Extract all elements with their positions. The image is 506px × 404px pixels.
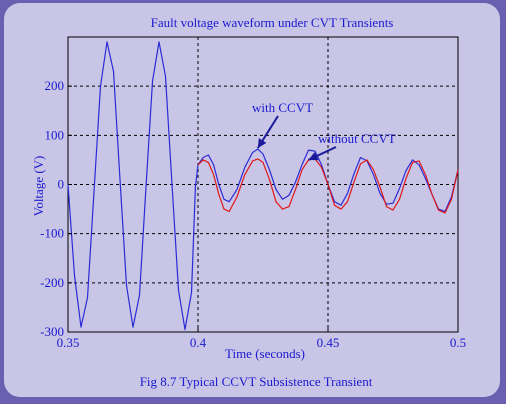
series-line-1 [67,41,459,331]
x-axis-label: Time (seconds) [225,346,305,361]
series-layer [67,41,459,331]
plot-area: 0.35 0.4 0.45 0.5 200 100 0 -100 -200 -300 with … [40,36,466,350]
y-tick-label: -100 [40,226,64,241]
x-tick-label: 0.45 [317,335,340,350]
x-tick-label: 0.5 [450,335,466,350]
y-tick-label: 0 [58,177,65,192]
y-tick-label: -300 [40,324,64,339]
figure-caption: Fig 8.7 Typical CCVT Subsistence Transie… [140,374,373,389]
y-ticks: 200 100 0 -100 -200 -300 [40,78,72,339]
annotation-label: with CCVT [252,100,313,115]
x-tick-label: 0.35 [57,335,80,350]
y-tick-label: 200 [45,78,65,93]
y-tick-label: -200 [40,275,64,290]
x-ticks: 0.35 0.4 0.45 0.5 [57,328,466,350]
annotations: with CCVT without CCVT [252,100,396,161]
y-tick-label: 100 [45,127,65,142]
annotation-label: without CCVT [318,131,396,146]
chart-title: Fault voltage waveform under CVT Transie… [151,15,394,30]
x-tick-label: 0.4 [190,335,207,350]
series-line-2 [197,158,459,214]
gridlines [68,37,458,332]
arrow-head [257,138,267,149]
arrow-head [308,152,319,161]
y-axis-label: Voltage (V) [31,156,46,217]
